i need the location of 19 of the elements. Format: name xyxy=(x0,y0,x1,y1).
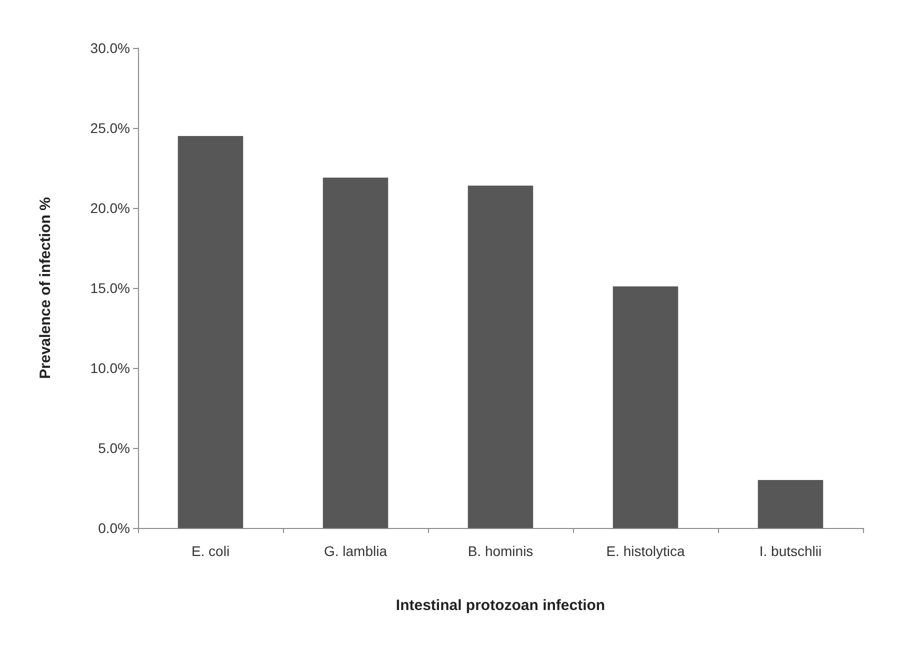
y-tick-label: 5.0% xyxy=(98,440,130,456)
y-tick-label: 25.0% xyxy=(90,120,130,136)
bar xyxy=(178,136,244,528)
bar xyxy=(322,178,388,528)
bar xyxy=(612,286,678,528)
x-tick-label: B. hominis xyxy=(468,543,534,559)
bar xyxy=(468,186,534,528)
y-tick-label: 20.0% xyxy=(90,200,130,216)
x-tick-label: E. histolytica xyxy=(606,543,686,559)
y-tick-label: 10.0% xyxy=(90,360,130,376)
y-tick-label: 0.0% xyxy=(98,520,130,536)
y-tick-label: 15.0% xyxy=(90,280,130,296)
y-axis-title: Prevalence of infection % xyxy=(37,197,54,379)
x-tick-label: G. lamblia xyxy=(324,543,388,559)
y-tick-label: 30.0% xyxy=(90,40,130,56)
bar xyxy=(758,480,824,528)
x-tick-label: E. coli xyxy=(191,543,230,559)
x-axis-title: Intestinal protozoan infection xyxy=(396,597,606,614)
x-tick-label: I. butschlii xyxy=(759,543,822,559)
